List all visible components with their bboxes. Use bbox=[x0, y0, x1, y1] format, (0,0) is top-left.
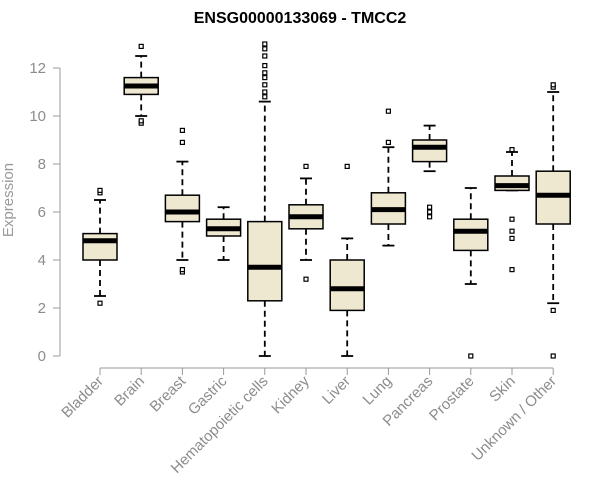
outlier-point bbox=[303, 163, 309, 169]
y-tick-label: 6 bbox=[38, 204, 46, 221]
x-tick-label: Lung bbox=[360, 373, 396, 409]
outlier-point bbox=[509, 147, 515, 153]
outlier-point bbox=[344, 163, 350, 169]
outlier-point bbox=[179, 127, 185, 133]
box-group bbox=[370, 108, 407, 247]
outlier-point bbox=[262, 89, 268, 95]
outlier-point bbox=[427, 209, 433, 215]
outlier-point bbox=[262, 62, 268, 69]
outlier-point bbox=[427, 214, 433, 220]
box-iqr bbox=[247, 220, 283, 302]
y-tick-label: 0 bbox=[38, 348, 46, 365]
outlier-point bbox=[262, 70, 268, 76]
outlier-point bbox=[468, 353, 474, 359]
outlier-point bbox=[509, 228, 515, 234]
x-tick-label: Skin bbox=[486, 373, 519, 406]
x-tick-label: Bladder bbox=[58, 373, 107, 422]
box-group bbox=[164, 127, 201, 275]
outlier-point bbox=[262, 46, 268, 52]
outlier-point bbox=[138, 43, 144, 50]
box-group bbox=[247, 41, 283, 357]
box-group bbox=[205, 206, 242, 261]
box-iqr bbox=[164, 194, 201, 223]
box-group bbox=[329, 163, 365, 357]
y-axis-label: Expression bbox=[0, 163, 17, 237]
x-tick-label: Breast bbox=[147, 372, 190, 415]
box-group bbox=[411, 124, 448, 220]
box-group bbox=[123, 43, 159, 126]
outlier-point bbox=[179, 139, 185, 145]
outlier-point bbox=[550, 307, 556, 313]
x-tick-label: Prostate bbox=[426, 373, 478, 425]
box-group bbox=[453, 187, 489, 359]
y-tick-label: 2 bbox=[38, 300, 46, 317]
y-tick-label: 4 bbox=[38, 252, 46, 269]
outlier-point bbox=[262, 53, 268, 59]
box-group bbox=[494, 147, 530, 273]
outlier-point bbox=[385, 139, 391, 145]
outlier-point bbox=[385, 108, 391, 114]
outlier-point bbox=[303, 276, 309, 282]
outlier-point bbox=[179, 267, 185, 273]
box-group bbox=[82, 187, 118, 306]
box-iqr bbox=[453, 218, 489, 252]
outlier-point bbox=[550, 82, 556, 88]
y-tick-label: 10 bbox=[29, 108, 46, 125]
outlier-point bbox=[550, 353, 556, 359]
outlier-point bbox=[262, 94, 268, 100]
box-iqr bbox=[411, 139, 448, 163]
outlier-point bbox=[509, 267, 515, 273]
x-tick-label: Liver bbox=[319, 373, 354, 408]
y-tick-label: 8 bbox=[38, 156, 46, 173]
chart-title: ENSG00000133069 - TMCC2 bbox=[194, 10, 407, 27]
y-tick-label: 12 bbox=[29, 60, 46, 77]
x-tick-label: Brain bbox=[111, 373, 148, 410]
x-tick-label: Kidney bbox=[268, 372, 313, 417]
outlier-point bbox=[262, 82, 268, 88]
outlier-point bbox=[138, 118, 144, 124]
outlier-point bbox=[97, 187, 103, 193]
box-iqr bbox=[329, 259, 365, 312]
box-group bbox=[535, 82, 571, 359]
outlier-point bbox=[427, 204, 433, 210]
outlier-point bbox=[262, 74, 268, 81]
box-group bbox=[288, 163, 324, 282]
outlier-point bbox=[97, 300, 103, 306]
outlier-point bbox=[262, 41, 268, 47]
outlier-point bbox=[509, 235, 515, 241]
outlier-point bbox=[509, 216, 515, 222]
box-iqr bbox=[82, 232, 118, 261]
